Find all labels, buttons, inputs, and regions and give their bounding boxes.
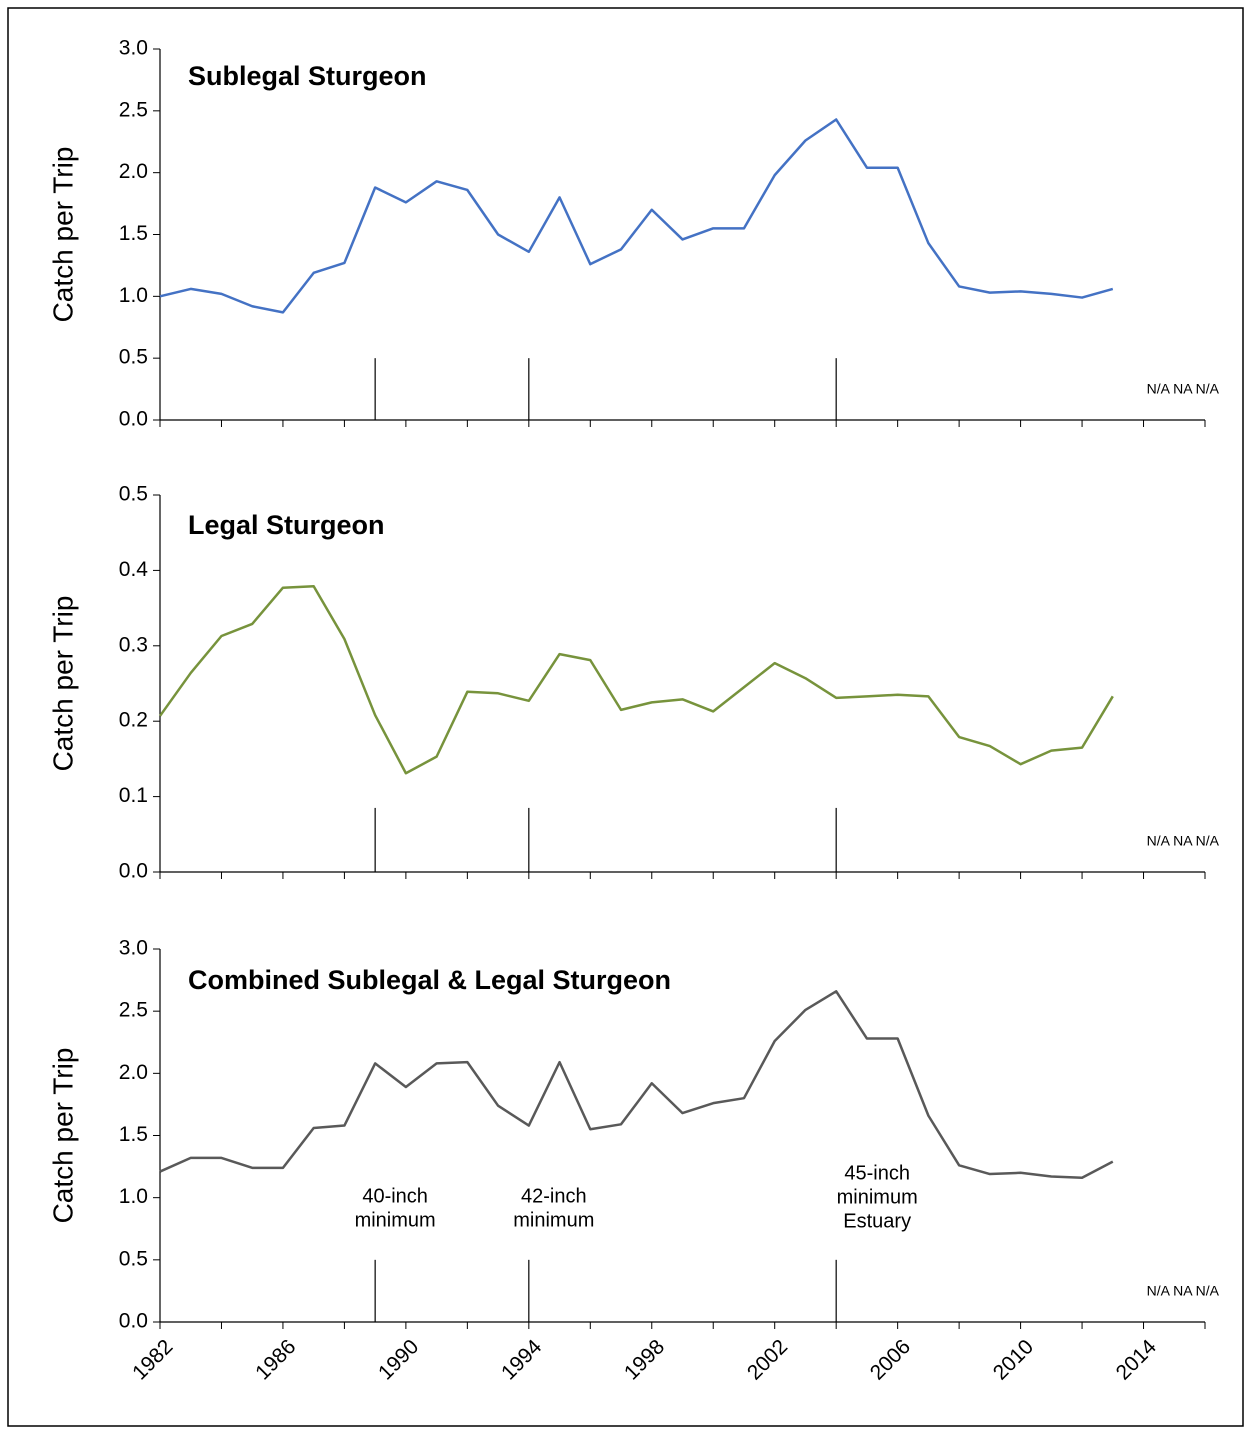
y-tick-label: 3.0: [119, 37, 148, 60]
data-line: [158, 584, 1114, 775]
y-axis-label: Catch per Trip: [47, 596, 78, 772]
y-tick-label: 2.0: [119, 160, 148, 183]
y-tick-label: 0.0: [119, 408, 148, 431]
y-tick-label: 2.5: [119, 98, 148, 121]
y-tick-label: 1.0: [119, 284, 148, 307]
y-tick-label: 1.5: [119, 222, 148, 245]
annotation: minimum: [837, 1186, 918, 1208]
annotation: 42-inch: [521, 1185, 587, 1207]
y-tick-label: 0.2: [119, 709, 148, 732]
y-tick-label: 0.5: [119, 1247, 148, 1270]
frame: [7, 7, 1244, 1427]
x-tick-label: 1998: [620, 1335, 669, 1384]
y-axis-label: Catch per Trip: [47, 1048, 78, 1224]
note: N/A NA N/A: [1147, 1283, 1220, 1299]
y-tick-label: 3.0: [119, 937, 148, 960]
annotation: Estuary: [843, 1210, 911, 1232]
y-tick-label: 0.3: [119, 633, 148, 656]
y-tick-label: 0.1: [119, 784, 148, 807]
y-axis-label: Catch per Trip: [47, 147, 78, 323]
x-tick-label: 1994: [497, 1335, 547, 1385]
x-tick-label: 2010: [989, 1335, 1038, 1384]
note: N/A NA N/A: [1147, 833, 1220, 849]
y-tick-label: 1.5: [119, 1123, 148, 1146]
panel-title: Sublegal Sturgeon: [188, 61, 427, 91]
x-tick-label: 2002: [743, 1335, 792, 1384]
panel-title: Combined Sublegal & Legal Sturgeon: [188, 965, 671, 995]
x-tick-label: 1990: [374, 1335, 423, 1384]
y-tick-label: 2.5: [119, 999, 148, 1022]
x-tick-label: 1986: [251, 1335, 300, 1384]
y-tick-label: 0.4: [119, 558, 149, 581]
x-tick-label: 2014: [1112, 1335, 1162, 1385]
y-tick-label: 0.0: [119, 860, 148, 883]
y-tick-label: 0.5: [119, 483, 148, 506]
x-tick-label: 1982: [128, 1335, 177, 1384]
y-tick-label: 2.0: [119, 1061, 148, 1084]
annotation: 40-inch: [362, 1185, 428, 1207]
annotation: minimum: [355, 1209, 436, 1231]
y-tick-label: 1.0: [119, 1185, 148, 1208]
y-tick-label: 0.5: [119, 346, 148, 369]
annotation: minimum: [513, 1209, 594, 1231]
data-line: [159, 990, 1114, 1180]
annotation: 45-inch: [844, 1162, 910, 1184]
note: N/A NA N/A: [1147, 381, 1220, 397]
panel-title: Legal Sturgeon: [188, 510, 385, 540]
y-tick-label: 0.0: [119, 1310, 148, 1333]
x-tick-label: 2006: [866, 1335, 915, 1384]
data-line: [159, 118, 1114, 314]
